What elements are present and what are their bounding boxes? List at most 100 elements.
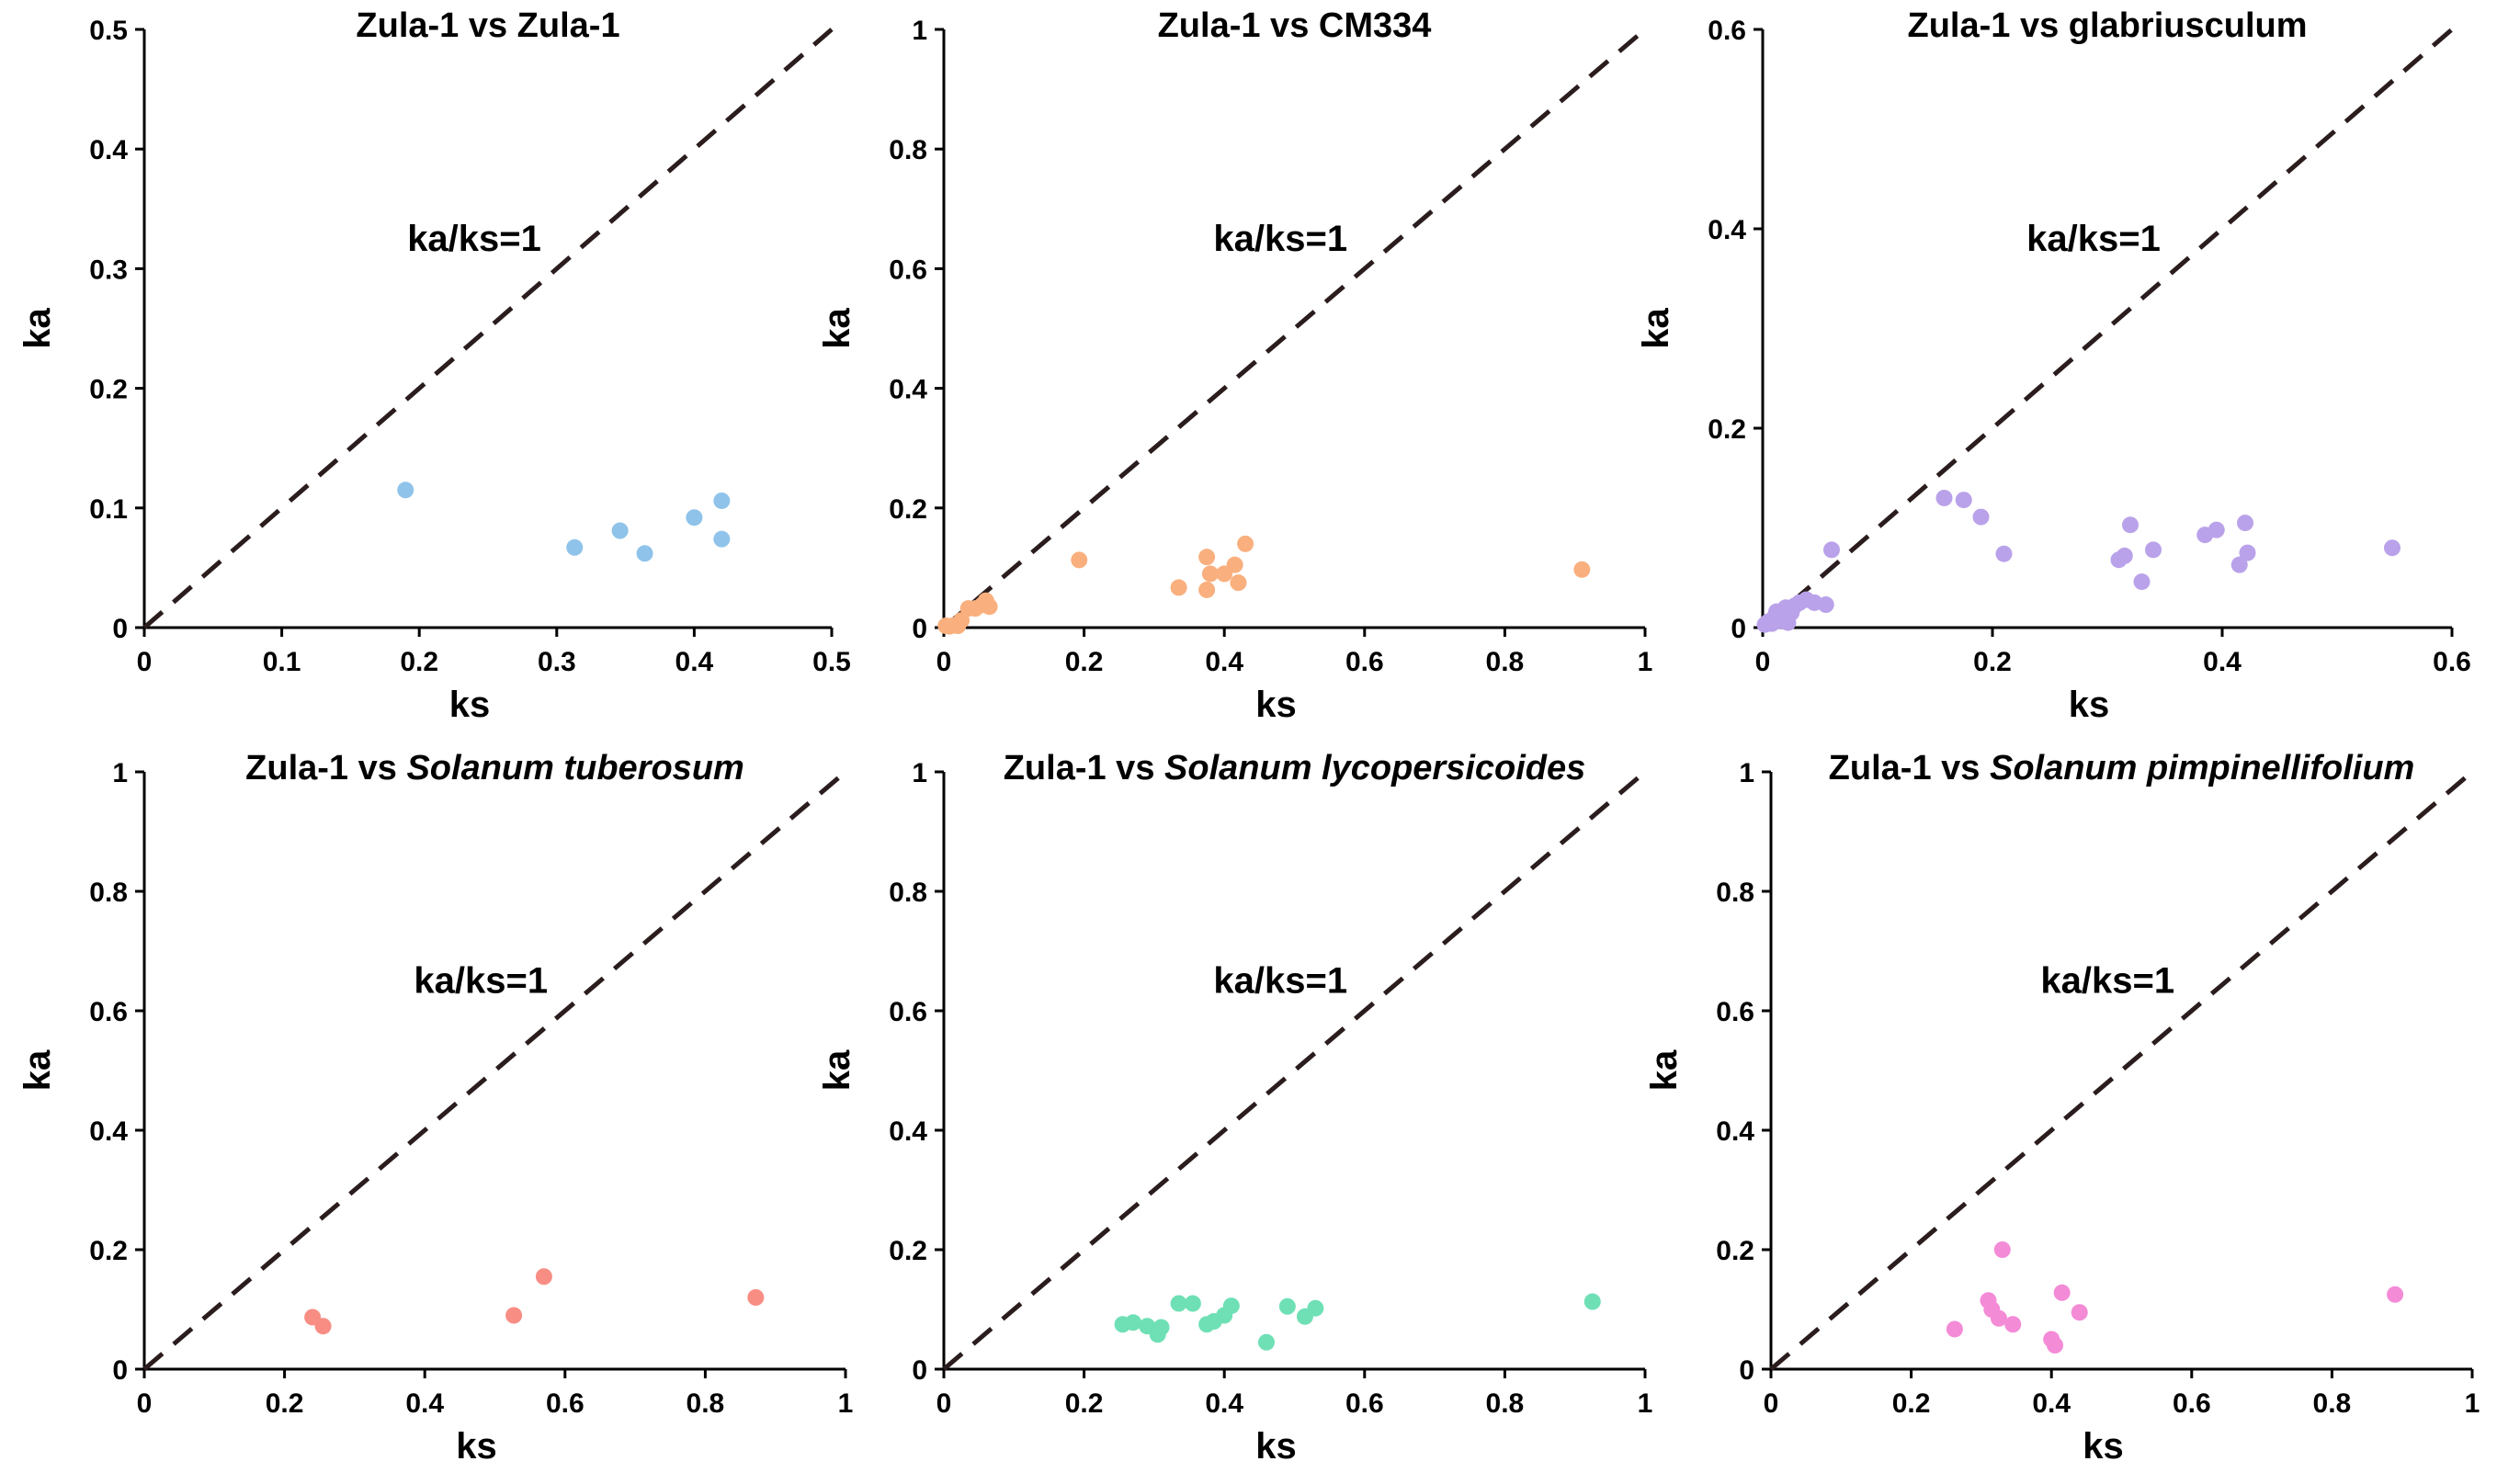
y-axis-title: ka: [17, 308, 58, 349]
data-point: [2239, 544, 2256, 561]
data-point: [1201, 565, 1219, 583]
y-tick-label: 0: [912, 614, 927, 644]
x-axis-title: ks: [449, 685, 491, 725]
x-tick-label: 0.4: [675, 647, 714, 677]
data-point: [1935, 489, 1953, 506]
data-point: [2384, 539, 2401, 557]
x-axis-title: ks: [1255, 685, 1297, 725]
x-tick-label: 0: [1764, 1388, 1779, 1419]
data-point: [2230, 556, 2248, 573]
y-tick-label: 0: [112, 614, 128, 644]
data-point: [1170, 579, 1187, 596]
reference-line-label: ka/ks=1: [2040, 961, 2174, 1002]
y-axis-title: ka: [17, 1049, 58, 1091]
x-tick-label: 0.6: [1345, 1388, 1384, 1419]
chart-title: Zula-1 vs Solanum pimpinellifolium: [1829, 749, 2415, 787]
data-point: [2145, 541, 2162, 559]
reference-line-label: ka/ks=1: [407, 219, 541, 259]
data-point: [1946, 1320, 1963, 1338]
chart-title: Zula-1 vs Solanum tuberosum: [245, 749, 744, 787]
x-tick-label: 0.2: [1892, 1388, 1931, 1419]
reference-line-ka-equals-ks: [1769, 770, 2474, 1371]
x-tick-label: 0: [936, 1388, 952, 1419]
x-tick-label: 0.6: [1345, 647, 1384, 677]
data-point: [1817, 596, 1834, 614]
x-tick-label: 0: [137, 647, 153, 677]
data-point: [1573, 561, 1591, 578]
x-tick-label: 0.6: [2173, 1388, 2211, 1419]
data-point: [981, 598, 998, 616]
data-point: [2387, 1286, 2404, 1303]
chart-title-species: Solanum lycopersicoides: [1164, 749, 1585, 787]
data-point: [1170, 1295, 1187, 1312]
x-tick-label: 0.6: [546, 1388, 585, 1419]
y-tick-label: 0.6: [889, 997, 927, 1027]
y-tick-label: 0.1: [89, 494, 128, 525]
data-point: [953, 612, 970, 629]
y-tick-label: 0.2: [89, 375, 128, 405]
y-tick-label: 0: [112, 1355, 128, 1386]
data-point: [1125, 1314, 1142, 1331]
x-tick-label: 0.4: [1205, 647, 1243, 677]
y-tick-label: 0.5: [89, 16, 128, 46]
x-tick-label: 0: [1755, 647, 1771, 677]
chart-panel-3: 0 0.2 0.4 0.6 0 0.2 0.4 0.6 ks ka Zula-1 vs glabri…: [1636, 6, 2471, 725]
x-axis-title: ks: [2069, 685, 2110, 725]
x-tick-label: 0.8: [1486, 1388, 1525, 1419]
chart-title: Zula-1 vs glabriusculum: [1908, 6, 2308, 45]
x-tick-label: 0.2: [266, 1388, 304, 1419]
y-tick-label: 0.2: [1716, 1236, 1754, 1266]
data-point: [1226, 556, 1243, 573]
x-tick-label: 0.2: [400, 647, 438, 677]
x-tick-label: 1: [1638, 1388, 1653, 1419]
x-tick-label: 0.4: [405, 1388, 444, 1419]
x-tick-label: 1: [1638, 647, 1653, 677]
y-tick-label: 0.6: [889, 255, 927, 285]
x-tick-label: 0.6: [2433, 647, 2471, 677]
data-point: [505, 1307, 523, 1324]
data-point: [1955, 492, 1972, 509]
reference-line-ka-equals-ks: [142, 770, 847, 1371]
x-tick-label: 0.3: [538, 647, 576, 677]
chart-panel-5: 0 0.2 0.4 0.6 0.8 1 0 0.2 0.4 0.6 0.8 1 ks ka Zula-1 v…: [817, 749, 1652, 1467]
y-tick-label: 0.8: [889, 135, 927, 165]
y-tick-label: 0.2: [1708, 414, 1746, 445]
y-tick-label: 0.2: [89, 1236, 128, 1266]
data-point: [1823, 541, 1840, 559]
y-tick-label: 0.4: [1716, 1116, 1754, 1147]
y-tick-label: 0: [912, 1355, 927, 1386]
x-tick-label: 0.8: [1486, 647, 1525, 677]
y-axis-title: ka: [1644, 1049, 1685, 1091]
x-tick-label: 1: [2465, 1388, 2480, 1419]
y-tick-label: 0: [1731, 614, 1746, 644]
reference-line-ka-equals-ks: [1761, 28, 2454, 629]
chart-title-plain: Zula-1 vs Zula-1: [356, 6, 619, 45]
data-point: [535, 1268, 552, 1286]
y-tick-label: 0.8: [89, 878, 128, 908]
x-tick-label: 0.5: [812, 647, 851, 677]
x-tick-label: 0.4: [2032, 1388, 2071, 1419]
data-point: [2053, 1284, 2071, 1301]
y-tick-label: 1: [912, 16, 927, 46]
chart-title: Zula-1 vs Zula-1: [356, 6, 619, 45]
y-tick-label: 0.3: [89, 255, 128, 285]
chart-title-plain: Zula-1 vs: [1829, 749, 1990, 787]
data-point: [1307, 1299, 1324, 1317]
x-tick-label: 0.8: [687, 1388, 725, 1419]
chart-title: Zula-1 vs Solanum lycopersicoides: [1004, 749, 1586, 787]
x-tick-label: 0.8: [2313, 1388, 2352, 1419]
chart-title-plain: Zula-1 vs: [1004, 749, 1164, 787]
data-point: [2122, 516, 2139, 534]
x-axis-title: ks: [456, 1426, 497, 1467]
chart-title-plain: Zula-1 vs CM334: [1158, 6, 1432, 45]
data-point: [713, 530, 731, 548]
x-tick-label: 0.4: [2203, 647, 2242, 677]
y-tick-label: 0.2: [889, 1236, 927, 1266]
y-tick-label: 1: [1739, 758, 1754, 788]
data-point: [2133, 573, 2151, 591]
y-tick-label: 1: [112, 758, 128, 788]
chart-title-plain: Zula-1 vs: [245, 749, 406, 787]
chart-title-plain: Zula-1 vs glabriusculum: [1908, 6, 2308, 45]
y-tick-label: 0.4: [89, 1116, 128, 1147]
